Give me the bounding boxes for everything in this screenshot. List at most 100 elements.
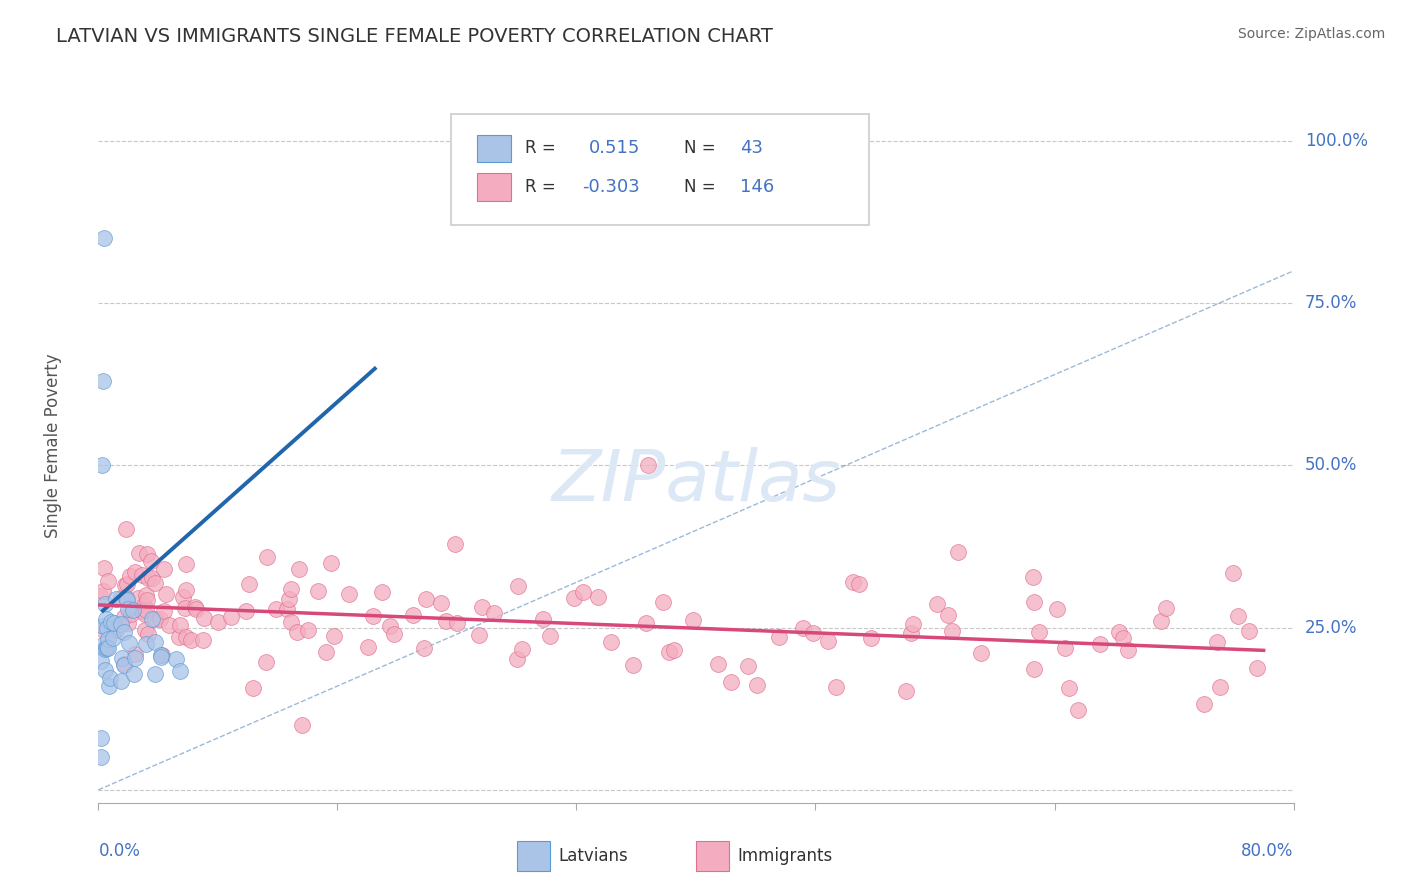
Point [128,546,150,560]
Point [380,619,402,633]
Text: Source: ZipAtlas.com: Source: ZipAtlas.com [1237,27,1385,41]
FancyBboxPatch shape [517,841,550,871]
Point [143,612,166,626]
Point [112,657,135,672]
Point [1108,624,1130,639]
Point [291,718,314,732]
Point [256,655,278,669]
Point [136,593,159,607]
Point [115,522,138,536]
Point [114,591,136,606]
Point [900,625,922,640]
Text: Single Female Poverty: Single Female Poverty [44,354,62,538]
Point [768,630,790,644]
Point [1022,662,1045,676]
Point [112,657,135,671]
Point [98,679,121,693]
Point [184,600,207,615]
Point [658,645,681,659]
Text: 50.0%: 50.0% [1305,457,1357,475]
Point [682,613,704,627]
Point [280,615,302,629]
Point [307,584,329,599]
Point [93,641,115,656]
Point [124,565,146,579]
Point [446,616,468,631]
Text: 100.0%: 100.0% [1305,132,1368,150]
FancyBboxPatch shape [477,173,510,201]
Point [93,231,115,245]
Point [1150,614,1173,628]
Point [115,577,138,591]
Point [1088,637,1111,651]
Point [169,617,191,632]
Point [143,666,166,681]
Text: 146: 146 [740,178,775,196]
Point [120,607,142,621]
Point [276,602,298,616]
Point [117,602,139,616]
Point [586,591,609,605]
Point [110,674,132,689]
Point [174,630,197,644]
Point [165,652,187,666]
Point [94,597,117,611]
Point [94,663,117,677]
Point [531,612,554,626]
Point [105,592,128,607]
Point [124,647,146,661]
Text: 0.515: 0.515 [589,139,640,157]
Point [925,597,948,611]
Point [117,616,139,631]
Point [117,593,139,607]
Point [193,632,215,647]
Point [242,681,264,695]
Point [94,640,117,655]
Point [152,562,174,576]
Point [157,618,180,632]
Point [280,582,302,597]
Point [134,598,156,612]
Point [143,635,166,649]
Point [143,576,166,591]
Point [970,646,993,660]
Point [720,675,742,690]
Point [136,627,159,641]
Point [371,584,394,599]
Point [155,587,177,601]
Point [285,625,308,640]
Text: LATVIAN VS IMMIGRANTS SINGLE FEMALE POVERTY CORRELATION CHART: LATVIAN VS IMMIGRANTS SINGLE FEMALE POVE… [56,27,773,45]
Point [1028,624,1050,639]
Point [112,609,135,624]
Point [120,569,142,583]
Point [238,576,260,591]
Point [948,545,970,559]
Point [471,600,494,615]
Point [139,554,162,568]
Point [278,591,301,606]
Point [1022,570,1045,584]
Point [135,637,157,651]
Point [599,635,621,649]
Point [124,651,146,665]
Point [110,617,132,632]
Point [322,629,344,643]
Point [103,632,125,646]
Point [482,606,505,620]
Point [508,578,530,592]
Point [141,612,163,626]
Point [134,624,156,638]
Text: 80.0%: 80.0% [1241,842,1294,860]
Point [801,626,824,640]
Point [131,604,153,618]
Point [112,625,135,640]
Point [97,574,120,588]
Point [93,560,115,574]
Point [98,671,121,685]
Point [219,610,242,624]
Point [135,588,157,602]
FancyBboxPatch shape [477,135,510,162]
Point [266,601,288,615]
FancyBboxPatch shape [696,841,730,871]
Point [174,600,197,615]
